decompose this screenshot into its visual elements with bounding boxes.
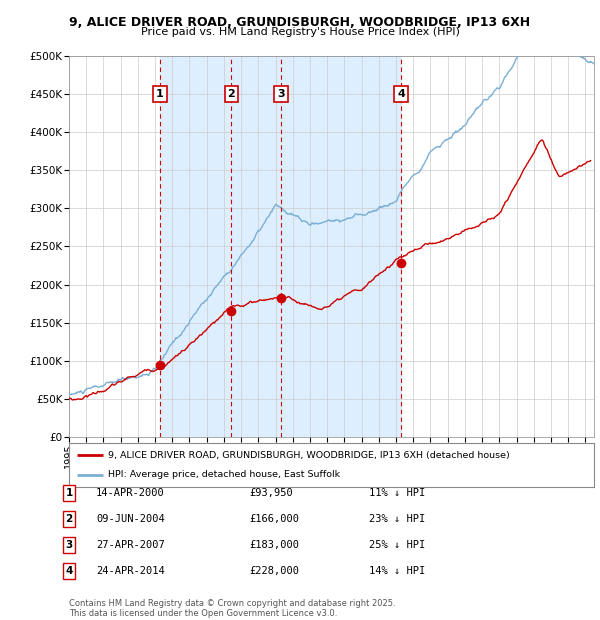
Text: 3: 3 bbox=[65, 540, 73, 550]
Text: Price paid vs. HM Land Registry's House Price Index (HPI): Price paid vs. HM Land Registry's House … bbox=[140, 27, 460, 37]
Text: 25% ↓ HPI: 25% ↓ HPI bbox=[369, 540, 425, 550]
Text: £183,000: £183,000 bbox=[249, 540, 299, 550]
Text: Contains HM Land Registry data © Crown copyright and database right 2025.
This d: Contains HM Land Registry data © Crown c… bbox=[69, 599, 395, 618]
Text: 24-APR-2014: 24-APR-2014 bbox=[96, 566, 165, 576]
Text: 09-JUN-2004: 09-JUN-2004 bbox=[96, 514, 165, 524]
Text: £166,000: £166,000 bbox=[249, 514, 299, 524]
Text: £93,950: £93,950 bbox=[249, 488, 293, 498]
Text: 23% ↓ HPI: 23% ↓ HPI bbox=[369, 514, 425, 524]
Text: 9, ALICE DRIVER ROAD, GRUNDISBURGH, WOODBRIDGE, IP13 6XH: 9, ALICE DRIVER ROAD, GRUNDISBURGH, WOOD… bbox=[70, 16, 530, 29]
Text: 14% ↓ HPI: 14% ↓ HPI bbox=[369, 566, 425, 576]
Text: 2: 2 bbox=[227, 89, 235, 99]
Text: 4: 4 bbox=[397, 89, 406, 99]
Text: HPI: Average price, detached house, East Suffolk: HPI: Average price, detached house, East… bbox=[109, 471, 341, 479]
Text: 9, ALICE DRIVER ROAD, GRUNDISBURGH, WOODBRIDGE, IP13 6XH (detached house): 9, ALICE DRIVER ROAD, GRUNDISBURGH, WOOD… bbox=[109, 451, 510, 459]
Text: 2: 2 bbox=[65, 514, 73, 524]
Text: 1: 1 bbox=[156, 89, 164, 99]
Text: 3: 3 bbox=[277, 89, 285, 99]
Text: 14-APR-2000: 14-APR-2000 bbox=[96, 488, 165, 498]
Text: 27-APR-2007: 27-APR-2007 bbox=[96, 540, 165, 550]
Text: £228,000: £228,000 bbox=[249, 566, 299, 576]
Bar bbox=[160, 56, 401, 437]
Text: 1: 1 bbox=[65, 488, 73, 498]
Text: 4: 4 bbox=[65, 566, 73, 576]
Text: 11% ↓ HPI: 11% ↓ HPI bbox=[369, 488, 425, 498]
